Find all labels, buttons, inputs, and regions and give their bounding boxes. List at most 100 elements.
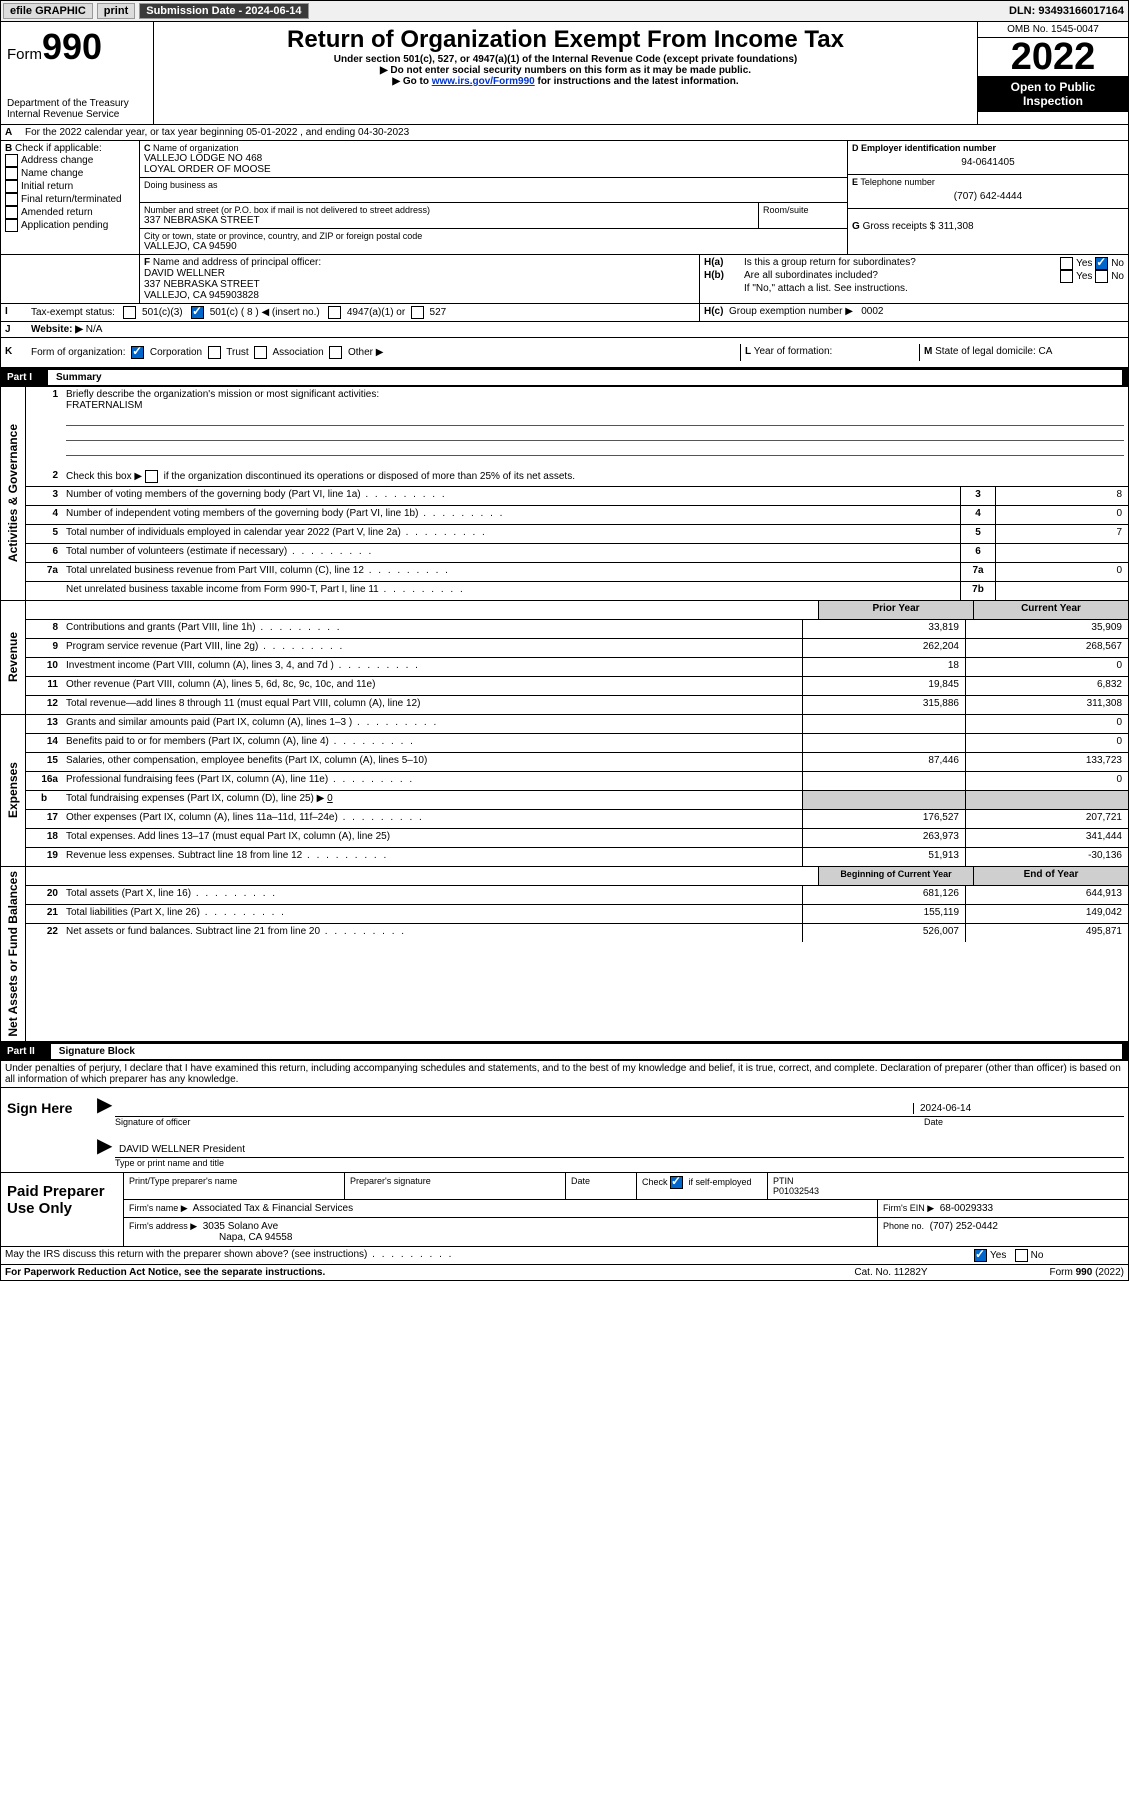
check-self-employed[interactable]	[670, 1176, 683, 1189]
check-association[interactable]	[254, 346, 267, 359]
line14-text: Benefits paid to or for members (Part IX…	[62, 734, 802, 752]
check-527[interactable]	[411, 306, 424, 319]
check-name-change[interactable]	[5, 167, 18, 180]
part1-title: Summary	[48, 370, 1122, 385]
fh-block: F Name and address of principal officer:…	[1, 255, 1128, 304]
check-4947[interactable]	[328, 306, 341, 319]
check-amended[interactable]	[5, 206, 18, 219]
letter-g: G	[852, 221, 860, 232]
preparer-sig-label: Preparer's signature	[345, 1173, 566, 1199]
section-h: H(a) Is this a group return for subordin…	[699, 255, 1128, 303]
num-8: 8	[26, 620, 62, 638]
check-other[interactable]	[329, 346, 342, 359]
line3-num: 3	[960, 487, 996, 505]
check-corporation[interactable]	[131, 346, 144, 359]
num-12: 12	[26, 696, 62, 714]
letter-hc: H(c)	[704, 306, 723, 317]
num-15: 15	[26, 753, 62, 771]
line9-text: Program service revenue (Part VIII, line…	[62, 639, 802, 657]
print-button[interactable]: print	[97, 3, 135, 19]
col-end: End of Year	[973, 867, 1128, 885]
footer: For Paperwork Reduction Act Notice, see …	[1, 1265, 1128, 1280]
section-b: B Check if applicable: Address change Na…	[1, 141, 140, 254]
i-line: I Tax-exempt status: 501(c)(3) 501(c) ( …	[1, 304, 1128, 322]
section-f: F Name and address of principal officer:…	[140, 255, 699, 303]
line6-val	[996, 544, 1128, 562]
line15-text: Salaries, other compensation, employee b…	[62, 753, 802, 771]
j-line: J Website: ▶ N/A	[1, 322, 1128, 338]
check-trust[interactable]	[208, 346, 221, 359]
check-discuss-no[interactable]	[1015, 1249, 1028, 1262]
form-title: Return of Organization Exempt From Incom…	[160, 26, 971, 54]
line4-val: 0	[996, 506, 1128, 524]
num-1: 1	[26, 387, 62, 458]
line6-text: Total number of volunteers (estimate if …	[62, 544, 960, 562]
section-c: C Name of organization VALLEJO LODGE NO …	[140, 141, 847, 254]
line11-text: Other revenue (Part VIII, column (A), li…	[62, 677, 802, 695]
form-label: Form	[7, 46, 42, 63]
street-value: 337 NEBRASKA STREET	[144, 215, 754, 226]
sign-here-label: Sign Here	[1, 1088, 93, 1172]
header-left: Form990 Department of the Treasury Inter…	[1, 22, 154, 124]
col-begin: Beginning of Current Year	[818, 867, 973, 885]
num-18: 18	[26, 829, 62, 847]
officer-addr1: 337 NEBRASKA STREET	[144, 279, 695, 290]
line8-current: 35,909	[965, 620, 1128, 638]
paid-preparer-label: Paid Preparer Use Only	[1, 1173, 124, 1246]
check-hb-yes[interactable]	[1060, 270, 1073, 283]
line16b-text: Total fundraising expenses (Part IX, col…	[66, 793, 324, 804]
officer-addr2: VALLEJO, CA 945903828	[144, 290, 695, 301]
num-19: 19	[26, 848, 62, 866]
num-10: 10	[26, 658, 62, 676]
check-discontinued[interactable]	[145, 470, 158, 483]
line14-current: 0	[965, 734, 1128, 752]
num-3: 3	[26, 487, 62, 505]
check-ha-no[interactable]	[1095, 257, 1108, 270]
check-501c3[interactable]	[123, 306, 136, 319]
check-final-return[interactable]	[5, 193, 18, 206]
line16b-val: 0	[327, 793, 333, 804]
street-label: Number and street (or P.O. box if mail i…	[144, 205, 754, 215]
num-14: 14	[26, 734, 62, 752]
line19-prior: 51,913	[802, 848, 965, 866]
line8-text: Contributions and grants (Part VIII, lin…	[62, 620, 802, 638]
arrow-char: ◀	[261, 307, 269, 318]
check-application-pending[interactable]	[5, 219, 18, 232]
line3-text: Number of voting members of the governin…	[62, 487, 960, 505]
line13-prior	[802, 715, 965, 733]
irs-link[interactable]: www.irs.gov/Form990	[432, 76, 535, 87]
line9-current: 268,567	[965, 639, 1128, 657]
check-initial-return[interactable]	[5, 180, 18, 193]
line7a-text: Total unrelated business revenue from Pa…	[62, 563, 960, 581]
line5-text: Total number of individuals employed in …	[62, 525, 960, 543]
submission-date-button[interactable]: Submission Date - 2024-06-14	[139, 3, 308, 19]
q2-text: Check this box ▶ if the organization dis…	[62, 468, 1128, 486]
line9-prior: 262,204	[802, 639, 965, 657]
letter-j: J	[1, 322, 27, 337]
line10-text: Investment income (Part VIII, column (A)…	[62, 658, 802, 676]
line15-prior: 87,446	[802, 753, 965, 771]
line8-prior: 33,819	[802, 620, 965, 638]
line11-prior: 19,845	[802, 677, 965, 695]
letter-k: K	[1, 344, 27, 361]
room-label: Room/suite	[763, 205, 843, 215]
check-ha-yes[interactable]	[1060, 257, 1073, 270]
firm-name: Associated Tax & Financial Services	[193, 1203, 353, 1214]
letter-c: C	[144, 143, 151, 153]
org-name-2: LOYAL ORDER OF MOOSE	[144, 164, 843, 175]
part2-header: Part II Signature Block	[1, 1042, 1128, 1061]
line3-val: 8	[996, 487, 1128, 505]
line16b-current-grey	[965, 791, 1128, 809]
check-hb-no[interactable]	[1095, 270, 1108, 283]
line10-current: 0	[965, 658, 1128, 676]
line20-end: 644,913	[965, 886, 1128, 904]
check-address-change[interactable]	[5, 154, 18, 167]
check-501c[interactable]	[191, 306, 204, 319]
check-discuss-yes[interactable]	[974, 1249, 987, 1262]
phone-value: (707) 642-4444	[852, 187, 1124, 206]
cat-no: Cat. No. 11282Y	[812, 1265, 970, 1280]
efile-button[interactable]: efile GRAPHIC	[3, 3, 93, 19]
net-side-label: Net Assets or Fund Balances	[4, 867, 22, 1041]
preparer-name-label: Print/Type preparer's name	[124, 1173, 345, 1199]
num-16a: 16a	[26, 772, 62, 790]
